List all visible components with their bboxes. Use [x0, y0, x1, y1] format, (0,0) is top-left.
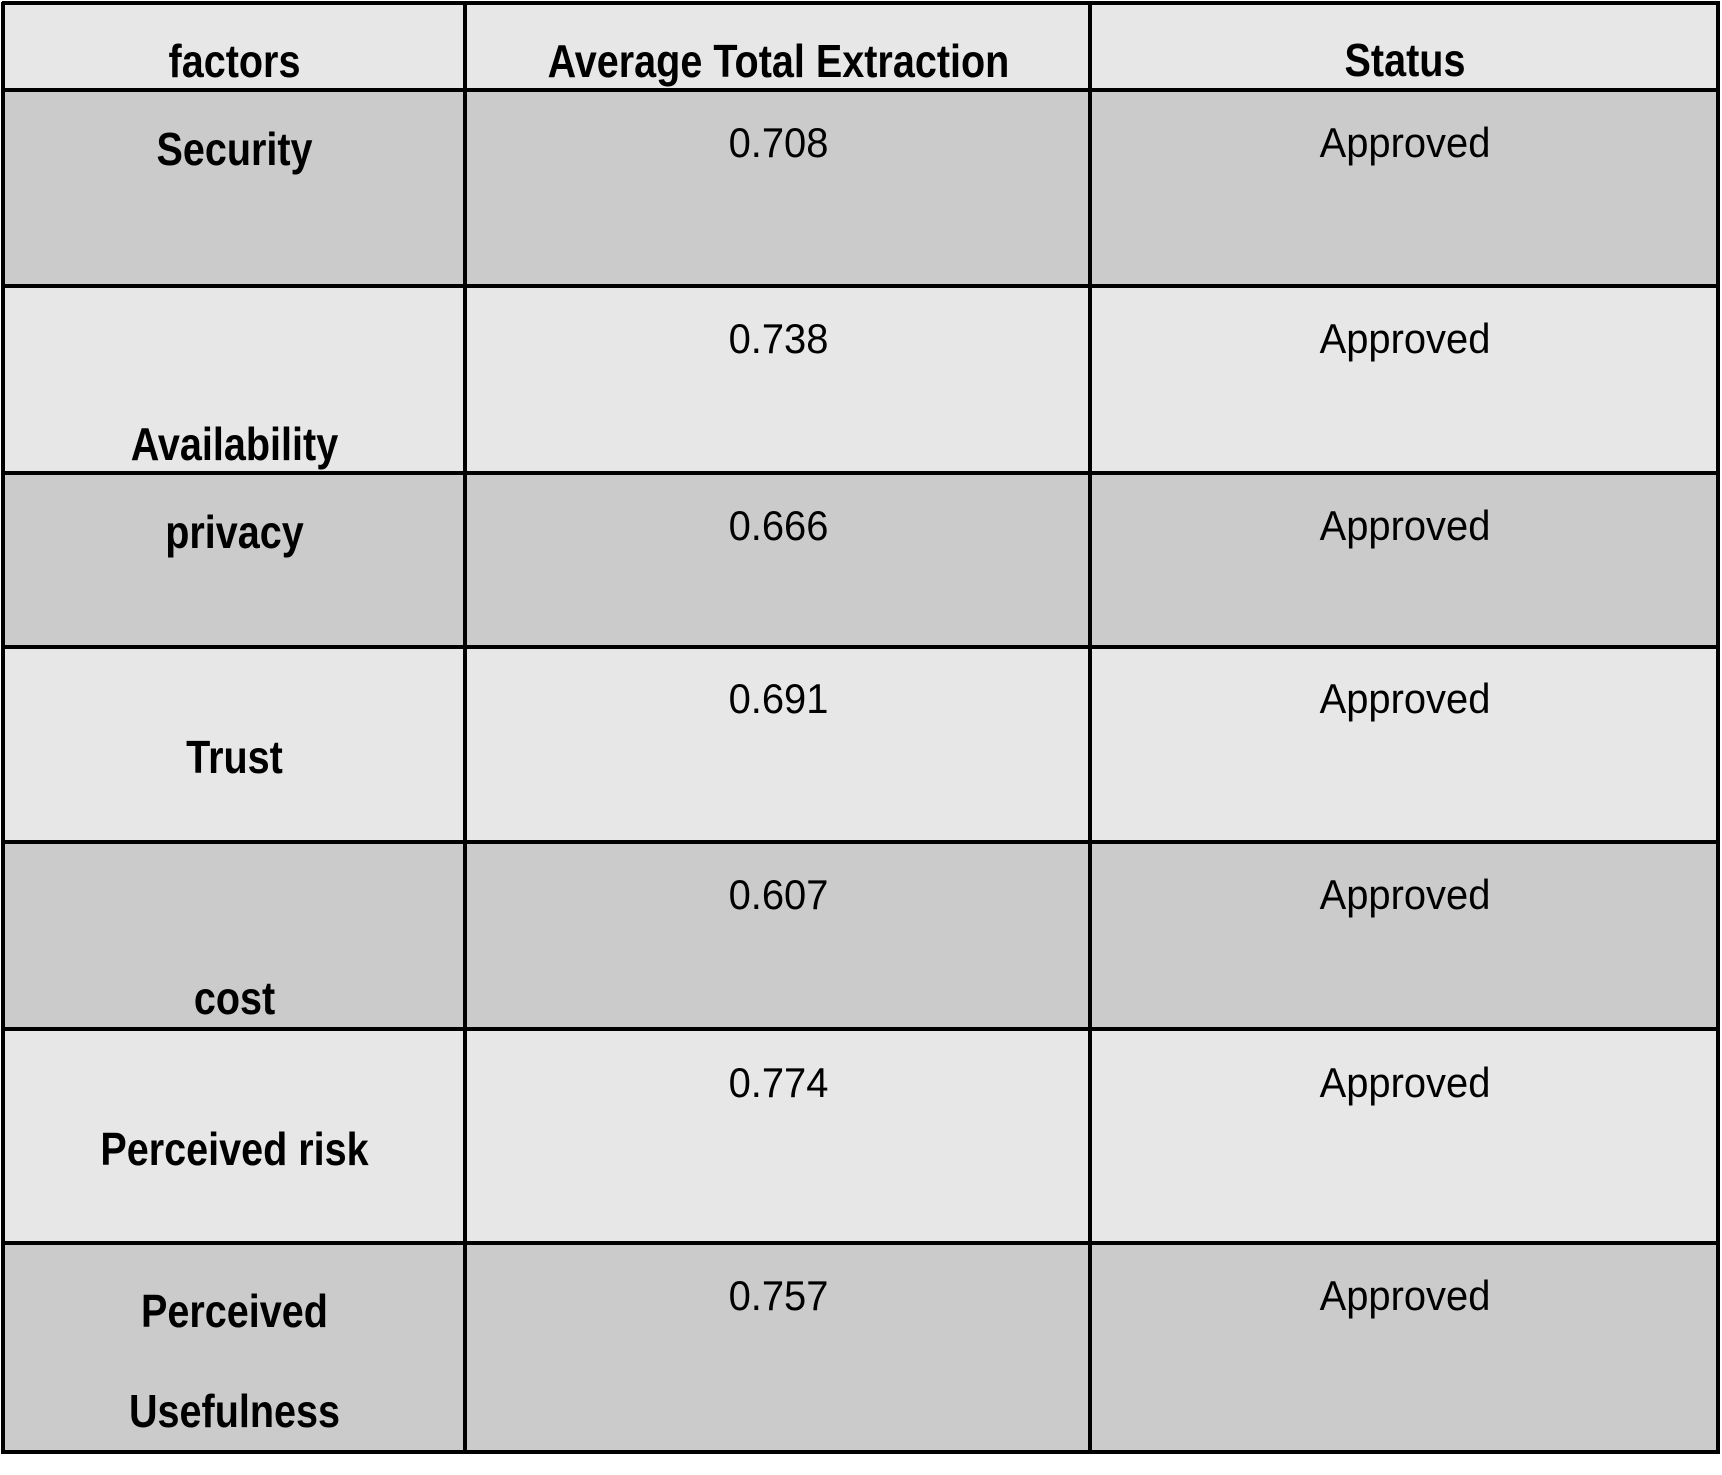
status-text: Approved — [1319, 502, 1491, 549]
extraction-value: 0.691 — [728, 675, 829, 722]
factor-label-line1: Perceived — [141, 1285, 328, 1337]
table-row-perceived-risk-bg — [2, 1029, 1720, 1243]
extraction-value: 0.607 — [728, 871, 829, 918]
column-header-factors: factors — [168, 35, 301, 87]
grid-line-header — [2, 88, 1720, 92]
table-row-privacy-bg — [2, 473, 1720, 647]
table-row-perceived-usefulness-bg — [2, 1243, 1720, 1452]
factor-label: Availability — [130, 418, 339, 470]
table-row-security-bg — [2, 90, 1720, 286]
status-text: Approved — [1319, 1272, 1491, 1319]
factor-label: privacy — [165, 506, 304, 558]
column-header-average-total-extraction: Average Total Extraction — [547, 35, 1010, 87]
extraction-value: 0.708 — [728, 119, 829, 166]
grid-line-row2 — [2, 471, 1720, 475]
grid-line-top — [2, 1, 1720, 5]
grid-line-row1 — [2, 284, 1720, 288]
extraction-value: 0.774 — [728, 1059, 829, 1106]
status-text: Approved — [1319, 119, 1491, 166]
grid-line-bottom — [2, 1450, 1720, 1454]
table-row-cost-bg — [2, 842, 1720, 1029]
column-header-status: Status — [1344, 34, 1466, 86]
extraction-value: 0.757 — [728, 1272, 829, 1319]
grid-line-col1 — [463, 2, 467, 1454]
status-text: Approved — [1319, 675, 1491, 722]
grid-line-row6 — [2, 1241, 1720, 1245]
grid-line-row3 — [2, 645, 1720, 649]
factor-label: Security — [156, 123, 313, 175]
grid-line-left — [1, 2, 5, 1454]
status-text: Approved — [1319, 315, 1491, 362]
factor-label: Trust — [186, 731, 283, 783]
status-text: Approved — [1319, 1059, 1491, 1106]
table-row-trust-bg — [2, 647, 1720, 842]
grid-line-row4 — [2, 840, 1720, 844]
header-row — [2, 2, 1720, 90]
extraction-value: 0.666 — [728, 502, 829, 549]
grid-line-row5 — [2, 1027, 1720, 1031]
grid-line-col2 — [1088, 2, 1092, 1454]
status-text: Approved — [1319, 871, 1491, 918]
extraction-value: 0.738 — [728, 315, 829, 362]
factor-label-line2: Usefulness — [128, 1385, 341, 1437]
grid-line-right — [1716, 2, 1720, 1454]
factor-label: cost — [193, 972, 276, 1024]
factor-label: Perceived risk — [100, 1123, 369, 1175]
table-row-availability-bg — [2, 286, 1720, 473]
